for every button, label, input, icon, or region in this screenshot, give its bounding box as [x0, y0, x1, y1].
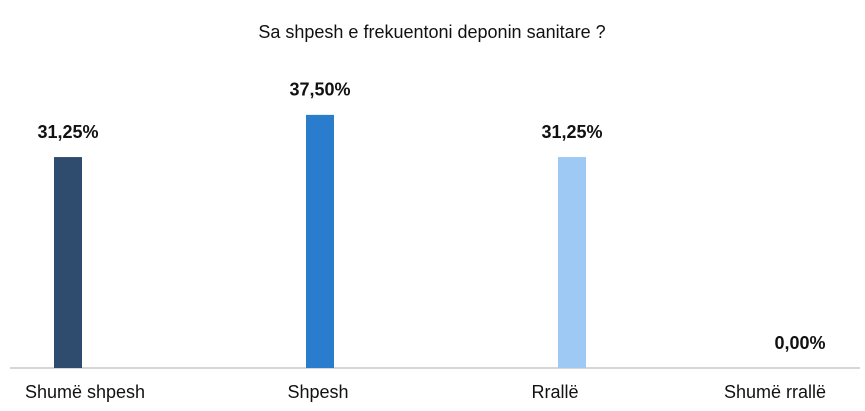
bar	[54, 157, 82, 368]
value-label: 0,00%	[774, 333, 825, 353]
bar	[558, 157, 586, 368]
x-tick-label: Shumë rrallë	[724, 382, 826, 402]
x-tick-label: Shpesh	[287, 382, 348, 402]
x-tick-label: Rrallë	[531, 382, 578, 402]
x-tick-label: Shumë shpesh	[25, 382, 145, 402]
value-label: 37,50%	[289, 80, 350, 100]
value-label: 31,25%	[541, 122, 602, 142]
value-label: 31,25%	[37, 122, 98, 142]
bar	[306, 114, 334, 368]
chart-title: Sa shpesh e frekuentoni deponin sanitare…	[258, 22, 605, 42]
